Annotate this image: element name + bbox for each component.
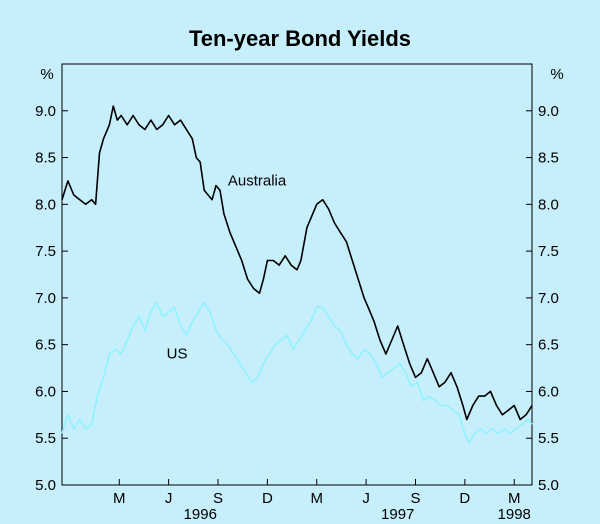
chart-title: Ten-year Bond Yields (189, 26, 411, 51)
y-tick-left-label: 7.5 (35, 243, 56, 260)
y-tick-left-label: 7.0 (35, 290, 56, 307)
y-axis-right: 5.0 5.5 6.0 6.5 7.0 7.5 8.0 8.5 9.0 (526, 103, 559, 494)
x-tick-label: D (459, 490, 470, 507)
x-year-label: 1998 (498, 506, 531, 523)
series-line-us (61, 301, 533, 444)
x-tick-label: M (113, 490, 126, 507)
series-label-australia: Australia (228, 173, 287, 190)
y-unit-left: % (40, 66, 53, 83)
x-tick-label: S (213, 490, 223, 507)
y-tick-left-label: 8.5 (35, 150, 56, 167)
y-tick-right-label: 5.0 (538, 477, 559, 494)
series-label-us: US (167, 346, 188, 363)
y-tick-right-label: 8.0 (538, 196, 559, 213)
x-tick-label: M (310, 490, 323, 507)
series-layer (61, 105, 533, 444)
y-tick-right-label: 7.0 (538, 290, 559, 307)
y-tick-left-label: 5.5 (35, 430, 56, 447)
y-tick-right-label: 9.0 (538, 103, 559, 120)
y-tick-right-label: 8.5 (538, 150, 559, 167)
y-tick-left-label: 6.5 (35, 337, 56, 354)
series-line-australia (61, 105, 533, 421)
y-tick-left-label: 9.0 (35, 103, 56, 120)
y-tick-left-label: 5.0 (35, 477, 56, 494)
y-tick-right-label: 5.5 (538, 430, 559, 447)
x-tick-label: S (410, 490, 420, 507)
x-tick-label: J (362, 490, 370, 507)
y-axis-left: 5.0 5.5 6.0 6.5 7.0 7.5 8.0 8.5 9.0 (35, 103, 68, 494)
y-tick-right-label: 6.0 (538, 383, 559, 400)
plot-frame (61, 63, 533, 486)
x-tick-label: M (508, 490, 521, 507)
y-tick-left-label: 6.0 (35, 383, 56, 400)
series-labels: Australia US (167, 173, 287, 363)
y-tick-right-label: 7.5 (538, 243, 559, 260)
y-tick-left-label: 8.0 (35, 196, 56, 213)
x-tick-label: J (165, 490, 173, 507)
y-unit-right: % (550, 66, 563, 83)
x-year-label: 1996 (184, 506, 217, 523)
x-tick-label: D (262, 490, 273, 507)
x-year-label: 1997 (381, 506, 414, 523)
x-axis: M J S D M J S D M 1996 1997 1998 (113, 479, 531, 523)
y-tick-right-label: 6.5 (538, 337, 559, 354)
